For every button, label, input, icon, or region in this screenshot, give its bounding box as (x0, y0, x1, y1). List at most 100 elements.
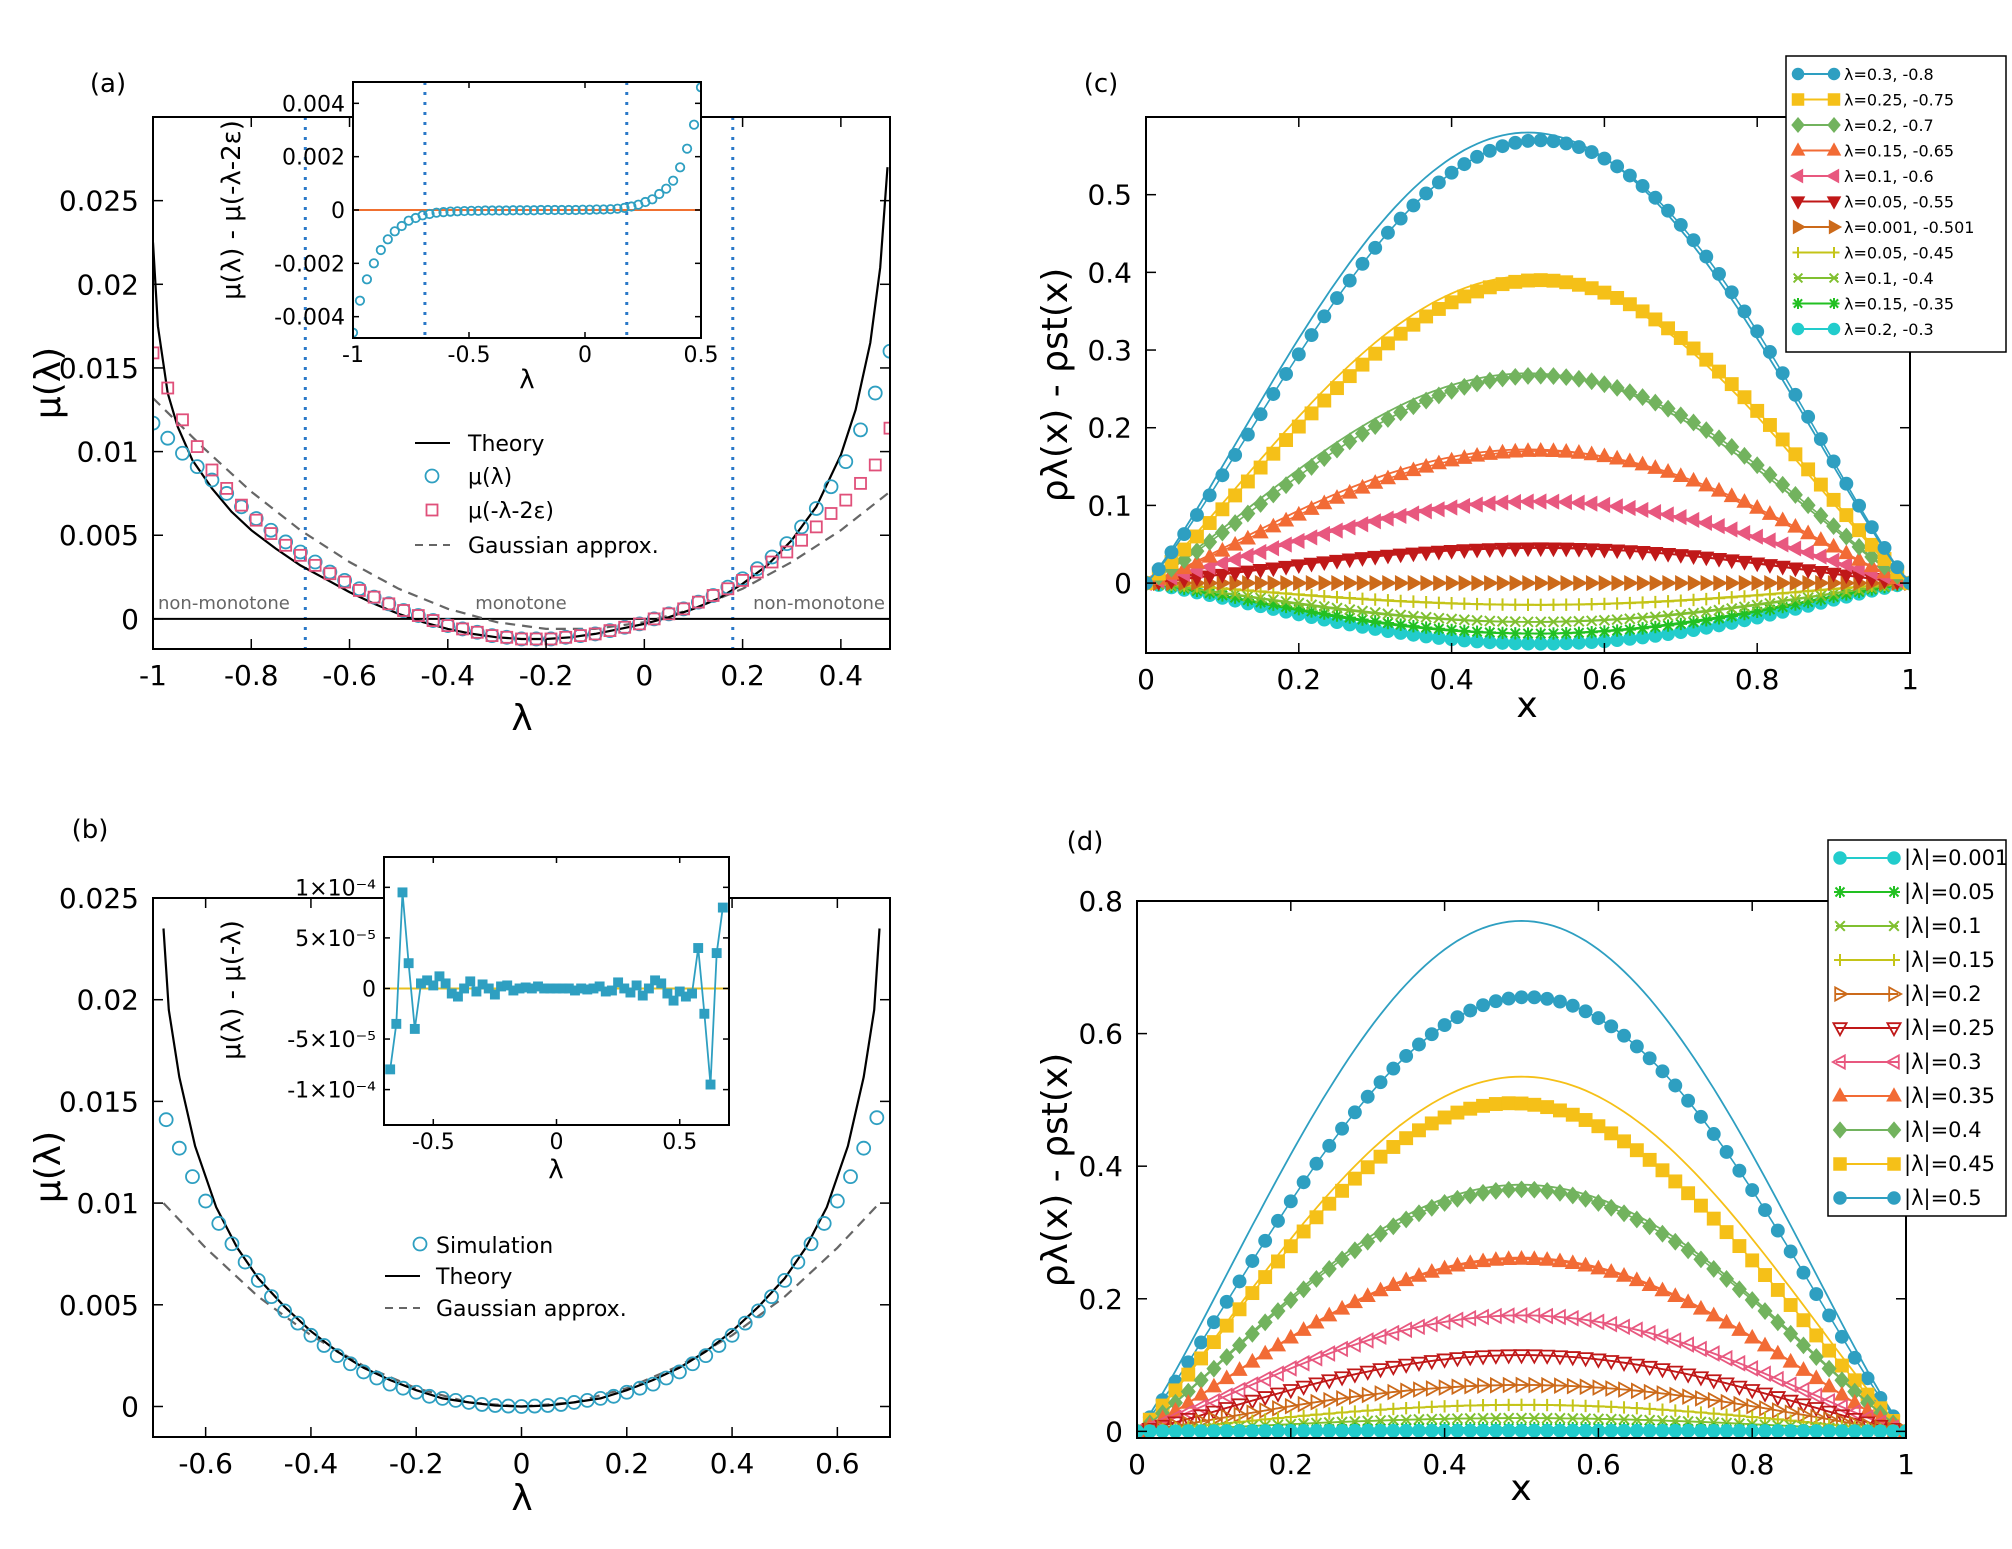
profile-point (1622, 297, 1637, 312)
profile-point (1681, 1405, 1695, 1418)
profile-point (1178, 1403, 1195, 1421)
profile-point (1630, 1382, 1647, 1400)
profile-point (1266, 387, 1281, 401)
simulation-profile-line (1137, 1314, 1906, 1433)
inset-difference-point (452, 991, 463, 1002)
simulation-point (619, 1384, 635, 1400)
mu-lambda-point (853, 422, 868, 438)
profile-point (1346, 1293, 1363, 1309)
mu-reflected-point (780, 545, 794, 559)
profile-point (1554, 1412, 1566, 1424)
profile-point (1834, 1329, 1849, 1344)
panel-c: 0 0.2 0.4 0.6 0.8 1 0 0.1 0.2 0.3 0.4 0.5 x ρλ(x) - ρ… (1035, 55, 2007, 726)
panel-b-xlabel: λ (511, 1478, 532, 1519)
profile-point (1521, 627, 1535, 640)
profile-point (1392, 465, 1409, 481)
inset-difference-point (605, 204, 616, 215)
profile-point (1252, 523, 1269, 539)
legend-swatch-marker (1834, 920, 1846, 932)
profile-point (1483, 598, 1496, 611)
profile-point (1540, 991, 1555, 1006)
profile-point (1719, 1270, 1735, 1288)
panel-a-y-tick-label: 0.02 (77, 268, 139, 301)
mu-reflected-point (750, 565, 764, 579)
profile-point (1823, 1411, 1839, 1428)
profile-point (1604, 1423, 1619, 1438)
profile-point (1579, 1399, 1592, 1413)
profile-point (1189, 529, 1204, 544)
profile-point (1315, 525, 1330, 543)
profile-point (1482, 143, 1497, 158)
profile-point (1449, 1256, 1466, 1272)
profile-point (1737, 304, 1752, 319)
inset-b-xlabel: λ (548, 1155, 563, 1185)
profile-point (1873, 1424, 1888, 1438)
panel-d-x-tick-label: 0.6 (1576, 1448, 1621, 1481)
profile-point (1265, 562, 1282, 578)
profile-point (1808, 1369, 1825, 1385)
profile-point (1476, 998, 1491, 1013)
profile-point (1200, 558, 1216, 576)
profile-point (1278, 476, 1294, 495)
legend-swatch-marker (1791, 67, 1805, 81)
mu-reflected-point (220, 481, 234, 495)
profile-point (1852, 523, 1867, 538)
inset-a-xlabel: λ (519, 365, 534, 395)
profile-point (1305, 605, 1318, 618)
profile-point (1659, 506, 1674, 523)
profile-point (1271, 1411, 1285, 1425)
profile-point (1318, 607, 1331, 620)
inset-difference-point (466, 205, 477, 216)
gaussian-approx-curve (162, 1202, 881, 1408)
simulation-point (790, 1254, 806, 1270)
profile-point (1527, 1097, 1542, 1112)
profile-point (1801, 409, 1816, 424)
profile-point (1384, 1324, 1400, 1342)
profile-point (1700, 606, 1712, 618)
profile-point (1202, 516, 1217, 530)
mu-lambda-point (219, 486, 235, 501)
profile-point (1813, 477, 1828, 492)
inset-difference-point (668, 175, 679, 186)
profile-point (1565, 1186, 1581, 1205)
legend-entry-label: λ=0.1, -0.4 (1844, 269, 1934, 288)
profile-point (1642, 1423, 1657, 1438)
profile-point (1617, 1401, 1631, 1414)
profile-point (1824, 552, 1840, 569)
profile-point (1369, 615, 1382, 628)
profile-point (1436, 1259, 1453, 1275)
profile-point (1405, 461, 1422, 477)
inset-difference-point (625, 987, 636, 998)
simulation-point (356, 1364, 371, 1380)
profile-point (1609, 544, 1626, 560)
panel-a-x-tick-label: -0.6 (322, 659, 377, 692)
profile-point (1738, 574, 1754, 592)
mu-lambda-point (573, 628, 588, 644)
profile-point (1449, 1352, 1466, 1368)
profile-point (1374, 1414, 1387, 1427)
profile-point (1393, 211, 1408, 226)
profile-point (1713, 574, 1728, 592)
profile-point (1762, 465, 1778, 484)
profile-point (1335, 1183, 1350, 1198)
profile-point (1361, 1386, 1378, 1404)
simulation-point (658, 1370, 674, 1386)
profile-point (1369, 574, 1385, 592)
profile-point (1369, 593, 1382, 606)
profile-point (1340, 519, 1356, 536)
simulation-point (829, 1193, 845, 1209)
profile-point (1553, 1399, 1567, 1412)
profile-point (1477, 1377, 1493, 1394)
profile-point (1814, 593, 1828, 606)
profile-point (1429, 501, 1445, 518)
profile-point (1720, 1393, 1736, 1411)
profile-point (1304, 328, 1319, 343)
profile-point (1546, 273, 1561, 288)
profile-point (1295, 1321, 1312, 1336)
profile-point (1246, 1404, 1262, 1421)
profile-point (1763, 603, 1777, 616)
profile-point (1271, 1254, 1285, 1269)
mu-reflected-point (529, 632, 543, 646)
profile-point (1204, 1392, 1220, 1410)
profile-point (1706, 1423, 1721, 1438)
